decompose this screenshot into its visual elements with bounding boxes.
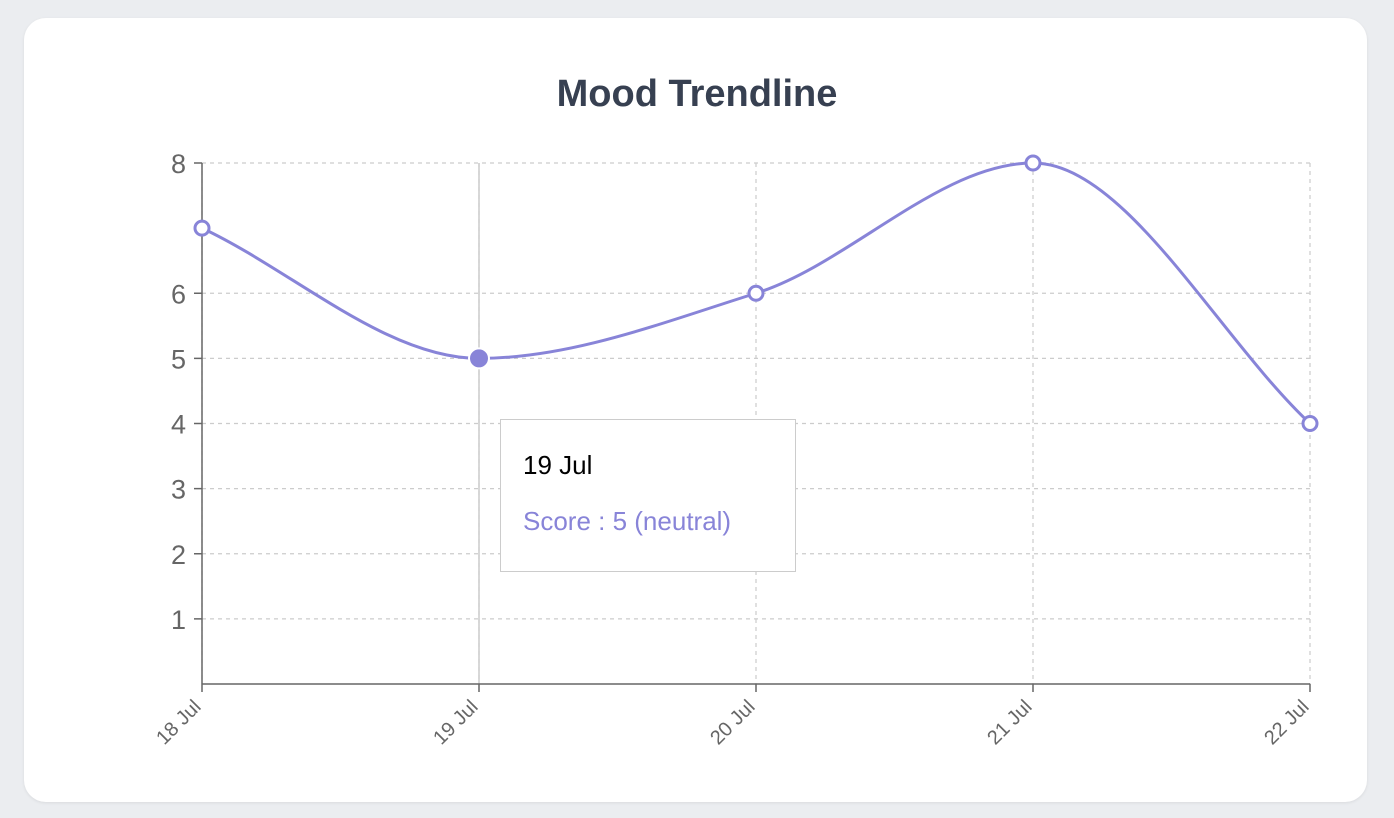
chart-tooltip: 19 Jul Score : 5 (neutral) (500, 419, 796, 572)
y-tick-label: 8 (171, 149, 186, 179)
x-tick-label: 18 Jul (152, 696, 205, 749)
data-points (193, 154, 1319, 432)
x-tick-label: 22 Jul (1260, 696, 1313, 749)
y-tick-label: 6 (171, 279, 186, 309)
x-tick-label: 21 Jul (983, 696, 1036, 749)
data-point (1301, 415, 1319, 432)
data-point (1024, 154, 1042, 172)
data-point (747, 284, 765, 302)
series-line (201, 161, 1312, 425)
series-line-group (201, 161, 1312, 425)
y-tick-label: 5 (171, 344, 186, 374)
chart-title: Mood Trendline (556, 73, 838, 115)
y-tick-label: 3 (171, 475, 186, 505)
tooltip-label: 19 Jul (523, 450, 593, 480)
y-tick-label: 1 (171, 605, 186, 635)
data-point (193, 219, 211, 237)
tooltip-value: Score : 5 (neutral) (523, 506, 732, 536)
chart-card (24, 18, 1367, 802)
x-tick-label: 19 Jul (429, 696, 482, 749)
y-tick-label: 4 (171, 410, 186, 440)
x-tick-label: 20 Jul (706, 696, 759, 749)
y-tick-label: 2 (171, 540, 186, 570)
active-data-point (468, 347, 490, 370)
